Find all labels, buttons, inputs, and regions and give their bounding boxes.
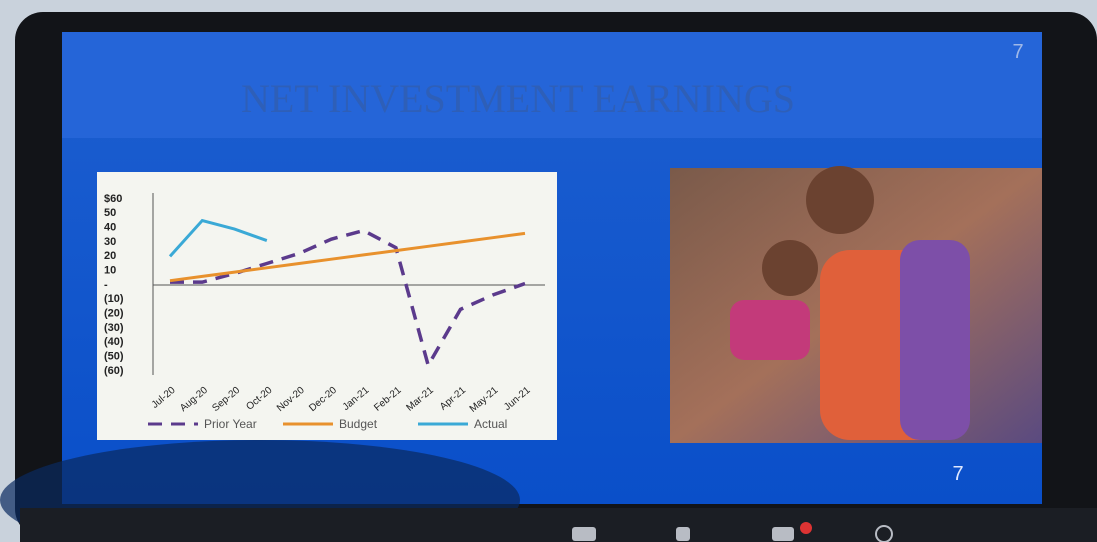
toolbar-icon[interactable] [572, 527, 596, 541]
y-tick-label: (30) [104, 322, 124, 334]
toolbar-icon[interactable] [772, 527, 794, 541]
photo-figure [762, 240, 818, 296]
page: NET INVESTMENT EARNINGS 7 7 $60 50 40 30 20 1… [0, 0, 1097, 542]
y-tick-label: 40 [104, 222, 116, 234]
y-tick-label: 20 [104, 250, 116, 262]
photo-figure [730, 300, 810, 360]
y-tick-label: 10 [104, 265, 116, 277]
y-tick-label: $60 [104, 193, 122, 205]
photo-figure [900, 240, 970, 440]
slide-title: NET INVESTMENT EARNINGS [241, 76, 795, 121]
photo-figure [806, 166, 874, 234]
y-tick-label: (40) [104, 336, 124, 348]
y-tick-label: (10) [104, 293, 124, 305]
y-tick-label: (50) [104, 351, 124, 363]
toolbar [20, 508, 1097, 542]
legend-label: Prior Year [204, 417, 257, 431]
y-tick-label: 50 [104, 207, 116, 219]
y-tick-label: - [104, 279, 108, 291]
legend-label: Actual [474, 417, 507, 431]
notification-badge [800, 522, 812, 534]
legend-label: Budget [339, 417, 378, 431]
slide-number: 7 [952, 463, 963, 485]
y-tick-label: 30 [104, 236, 116, 248]
y-tick-label: (60) [104, 365, 124, 377]
y-tick-label: (20) [104, 308, 124, 320]
screen: NET INVESTMENT EARNINGS 7 7 $60 50 40 30 20 1… [0, 0, 1097, 542]
toolbar-icon[interactable] [676, 527, 690, 541]
slide-number: 7 [1012, 41, 1023, 63]
